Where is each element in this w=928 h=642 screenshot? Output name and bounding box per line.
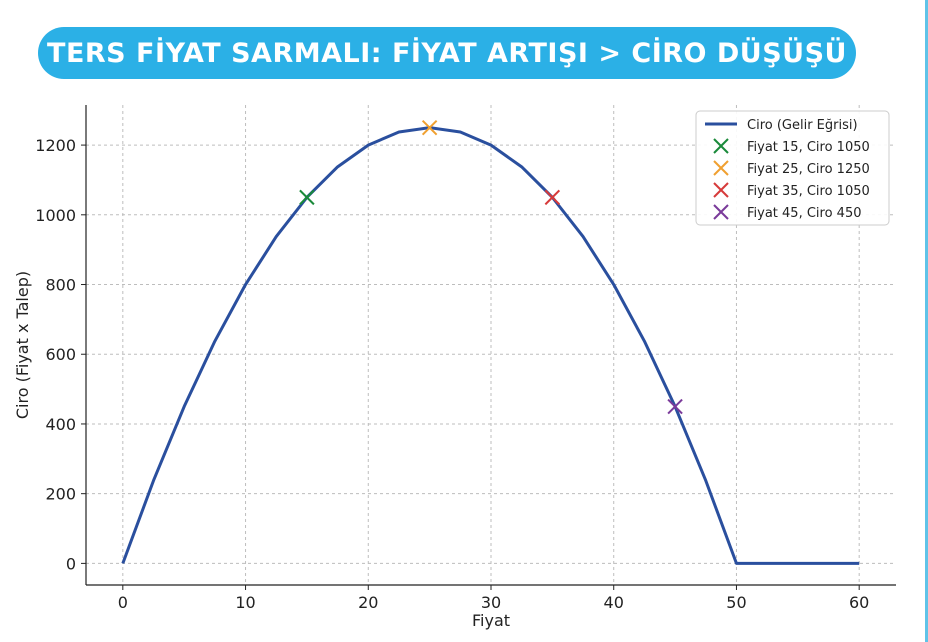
x-tick-label: 10 (235, 593, 255, 612)
x-tick-label: 20 (358, 593, 378, 612)
price-point-marker (667, 398, 683, 415)
x-tick-label: 30 (481, 593, 501, 612)
legend: Ciro (Gelir Eğrisi) Fiyat 15, Ciro 1050 Fi… (695, 110, 890, 226)
price-point-marker (299, 189, 315, 206)
legend-entry-label: Fiyat 35, Ciro 1050 (747, 184, 870, 199)
legend-marker-swatch (713, 204, 729, 220)
y-tick-label: 1000 (35, 206, 76, 225)
y-ticks: 0 200 400 600 800 1000 1200 (35, 136, 86, 573)
legend-entry-label: Fiyat 25, Ciro 1250 (747, 162, 870, 177)
legend-marker-swatch (713, 160, 729, 176)
x-axis-title: Fiyat (472, 611, 510, 630)
price-point-marker (421, 119, 438, 136)
legend-marker-swatch (713, 182, 729, 198)
revenue-curve-line (121, 126, 860, 565)
banner-title: TERS FİYAT SARMALI: FİYAT ARTIŞI > CİRO … (47, 37, 847, 69)
legend-box (695, 110, 890, 226)
y-axis-title: Ciro (Fiyat x Talep) (13, 271, 32, 419)
right-edge-border (925, 0, 928, 642)
x-tick-label: 0 (118, 593, 128, 612)
legend-marker-swatch (713, 138, 729, 154)
x-tick-label: 60 (849, 593, 869, 612)
title-banner: TERS FİYAT SARMALI: FİYAT ARTIŞI > CİRO … (38, 27, 856, 79)
y-tick-label: 200 (45, 485, 76, 504)
price-point-marker (544, 189, 561, 206)
y-tick-label: 400 (45, 415, 76, 434)
y-tick-label: 600 (45, 345, 76, 364)
y-tick-label: 0 (66, 554, 76, 573)
series-layer (121, 126, 860, 565)
x-tick-label: 40 (604, 593, 624, 612)
points-layer (299, 119, 683, 415)
y-tick-label: 800 (45, 276, 76, 295)
legend-entry-label: Fiyat 15, Ciro 1050 (747, 140, 870, 155)
y-tick-label: 1200 (35, 136, 76, 155)
x-tick-label: 50 (726, 593, 746, 612)
legend-entry-label: Fiyat 45, Ciro 450 (747, 206, 862, 221)
x-ticks: 0 10 20 30 40 50 60 (118, 585, 869, 612)
legend-entry-label: Ciro (Gelir Eğrisi) (747, 118, 858, 133)
